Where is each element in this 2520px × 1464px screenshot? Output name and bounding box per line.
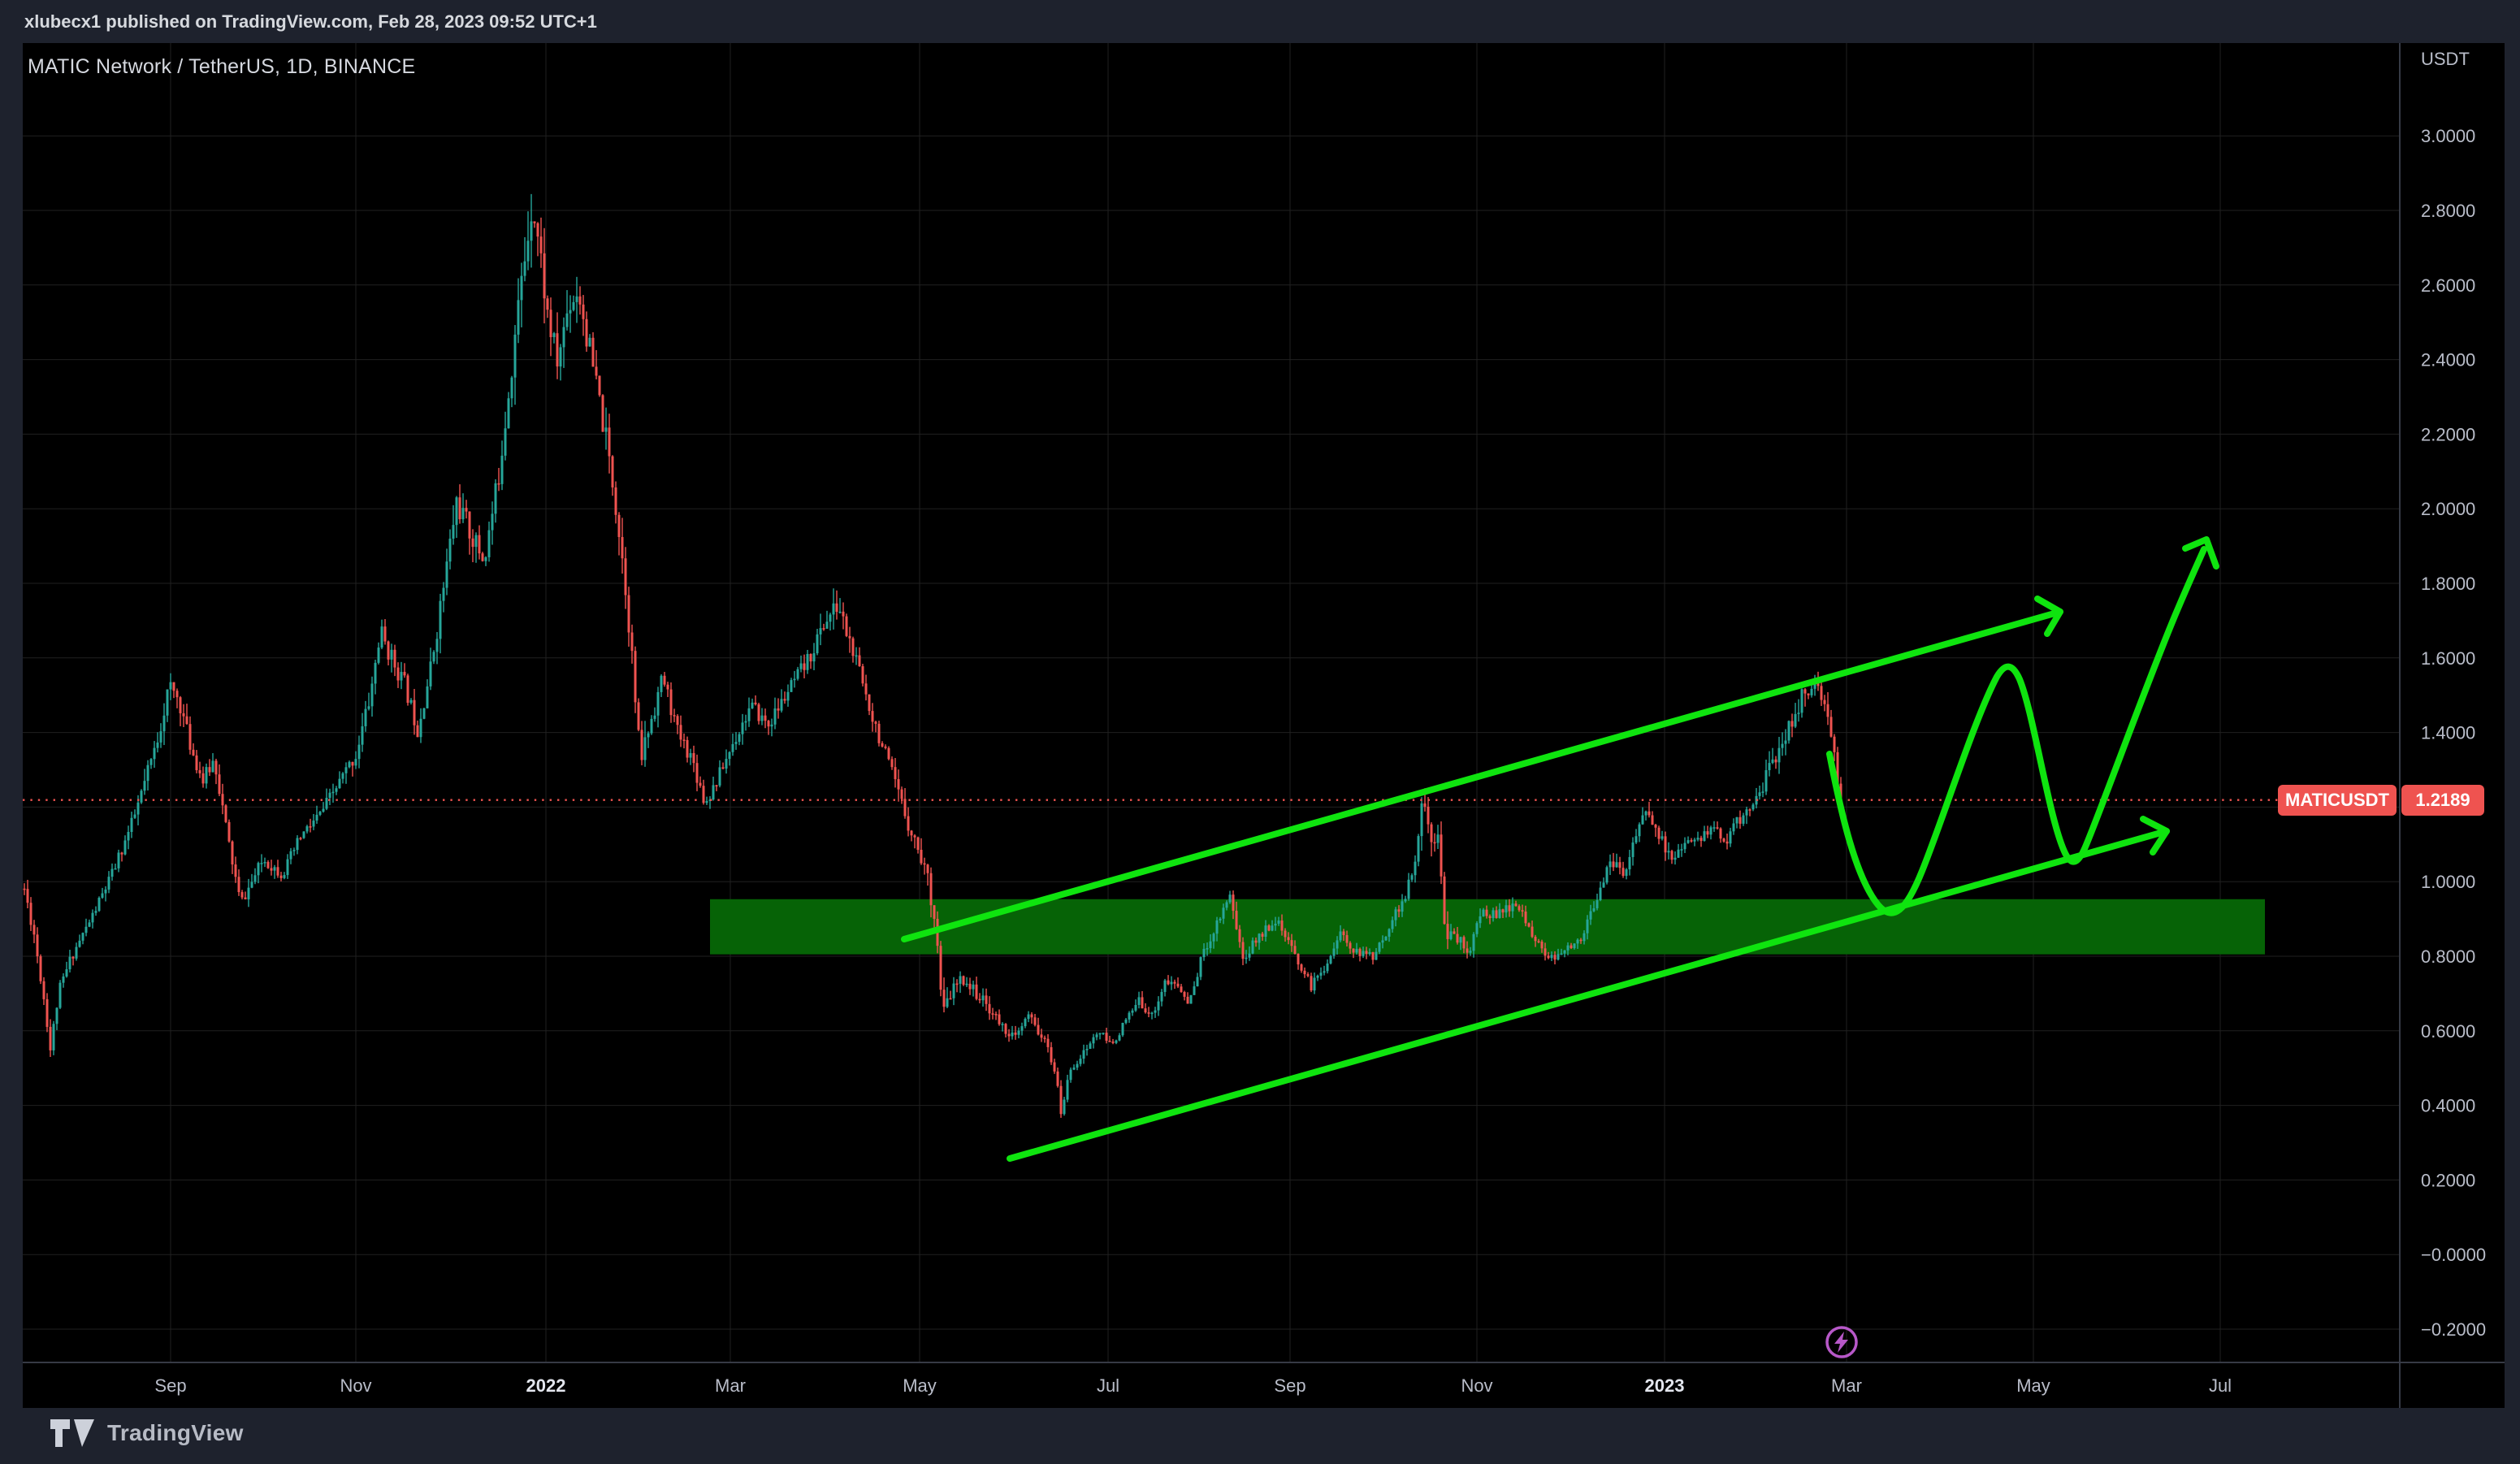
price-tick-label: 1.8000 (2421, 574, 2475, 594)
price-tick-label: 0.4000 (2421, 1096, 2475, 1116)
symbol-label: MATICUSDT (2285, 790, 2389, 810)
tradingview-logo-icon (50, 1419, 94, 1447)
last-price-badge: 1.2189 (2401, 785, 2484, 816)
chart-pane[interactable] (23, 43, 2505, 1408)
time-tick-label: May (903, 1375, 937, 1396)
projection-arrowhead (2182, 536, 2219, 570)
time-tick-label: Sep (1274, 1375, 1305, 1396)
channel-upper-arrowhead (2034, 596, 2063, 637)
projection-arrow[interactable] (1826, 536, 2219, 916)
trend-channel[interactable] (901, 596, 2170, 1162)
symbol-price-badge: MATICUSDT (2278, 785, 2397, 816)
price-tick-label: 3.0000 (2421, 126, 2475, 146)
price-tick-label: 2.6000 (2421, 275, 2475, 296)
projection-path (1826, 546, 2207, 916)
price-tick-label: 0.8000 (2421, 946, 2475, 967)
channel-lower-arrowhead (2140, 816, 2170, 855)
time-tick-label: Jul (2209, 1375, 2232, 1396)
price-tick-label: 0.2000 (2421, 1170, 2475, 1190)
time-tick-label: Mar (1831, 1375, 1862, 1396)
price-tick-label: 0.6000 (2421, 1021, 2475, 1042)
time-axis[interactable]: Sep Nov 2022 Mar May Jul Sep Nov 2023 Mar May Jul (154, 1375, 2232, 1396)
candles (23, 193, 1842, 1118)
time-tick-year-label: 2023 (1645, 1375, 1685, 1396)
channel-lower-line (1007, 828, 2170, 1162)
price-tick-label: 1.4000 (2421, 723, 2475, 743)
time-tick-year-label: 2022 (526, 1375, 566, 1396)
time-tick-label: May (2016, 1375, 2050, 1396)
lightning-icon-bolt (1834, 1332, 1848, 1353)
attribution-bar: xlubecx1 published on TradingView.com, F… (0, 0, 2520, 43)
tradingview-logo[interactable]: TradingView (50, 1415, 244, 1451)
lightning-icon[interactable] (1825, 1325, 1859, 1359)
time-tick-label: Sep (154, 1375, 186, 1396)
currency-label: USDT (2421, 49, 2470, 69)
time-tick-label: Nov (340, 1375, 371, 1396)
attribution-text: xlubecx1 published on TradingView.com, F… (24, 11, 597, 32)
price-tick-label: 2.0000 (2421, 499, 2475, 519)
price-tick-label: 1.0000 (2421, 872, 2475, 892)
price-tick-label: −0.2000 (2421, 1319, 2486, 1340)
price-tick-label: −0.0000 (2421, 1245, 2486, 1265)
price-tick-label: 2.2000 (2421, 424, 2475, 444)
price-tick-label: 2.4000 (2421, 350, 2475, 370)
chart-title: MATIC Network / TetherUS, 1D, BINANCE (28, 55, 416, 78)
price-axis[interactable]: USDT 3.0000 2.8000 2.6000 2.4000 2.2000 2.0000… (2421, 49, 2486, 1340)
time-tick-label: Nov (1461, 1375, 1492, 1396)
time-tick-label: Jul (1097, 1375, 1119, 1396)
support-zone[interactable] (710, 899, 2265, 955)
price-tick-label: 2.8000 (2421, 201, 2475, 221)
grid (23, 43, 2400, 1362)
price-tick-label: 1.6000 (2421, 648, 2475, 669)
last-price-value: 1.2189 (2415, 790, 2470, 810)
channel-upper-line (901, 609, 2063, 942)
time-tick-label: Mar (715, 1375, 746, 1396)
tradingview-logo-text: TradingView (107, 1420, 244, 1445)
lightning-icon-circle (1825, 1326, 1858, 1358)
